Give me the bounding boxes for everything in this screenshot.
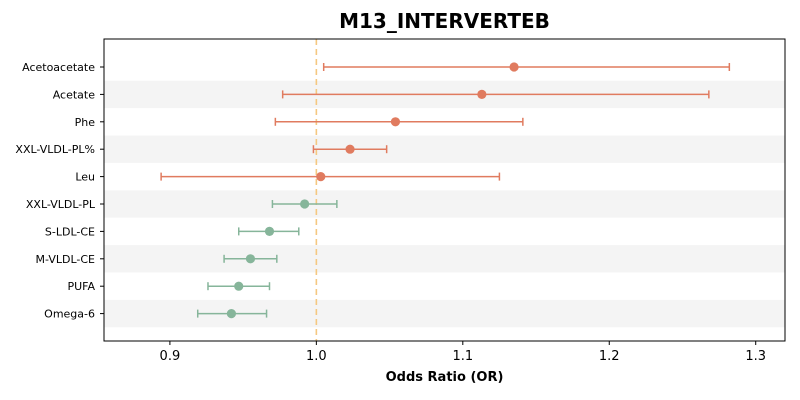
chart-title: M13_INTERVERTEB <box>339 9 550 33</box>
x-tick-label: 1.2 <box>599 349 620 364</box>
odds-ratio-point <box>345 144 355 154</box>
y-tick-label: S-LDL-CE <box>45 225 95 238</box>
y-tick-label: XXL-VLDL-PL <box>26 198 96 211</box>
y-tick-label: Omega-6 <box>44 308 95 321</box>
y-tick-label: XXL-VLDL-PL% <box>15 143 95 156</box>
x-axis-label: Odds Ratio (OR) <box>386 370 504 385</box>
plot-frame <box>103 38 786 342</box>
odds-ratio-point <box>477 89 487 99</box>
y-tick-label: Leu <box>75 171 95 184</box>
odds-ratio-point <box>390 117 401 127</box>
odds-ratio-points <box>226 62 519 319</box>
odds-ratio-point <box>226 309 237 319</box>
row-band <box>104 190 785 218</box>
y-tick-label: PUFA <box>67 280 95 293</box>
row-bands <box>104 80 785 328</box>
x-axis: 0.9 1.0 1.1 1.2 1.3 <box>160 341 766 364</box>
odds-ratio-point <box>264 226 275 236</box>
y-tick-label: M-VLDL-CE <box>36 253 96 266</box>
odds-ratio-point <box>300 199 310 209</box>
x-tick-label: 1.3 <box>745 349 766 364</box>
row-band <box>104 135 785 163</box>
x-tick-label: 1.1 <box>452 349 473 364</box>
odds-ratio-point <box>316 172 326 182</box>
x-tick-label: 0.9 <box>160 349 181 364</box>
x-tick-label: 1.0 <box>306 349 327 364</box>
row-band <box>104 245 785 273</box>
odds-ratio-point <box>234 281 244 291</box>
odds-ratio-point <box>245 254 256 264</box>
y-tick-label: Acetoacetate <box>22 61 95 74</box>
y-tick-label: Acetate <box>53 88 96 101</box>
odds-ratio-point <box>509 62 519 72</box>
y-axis: Acetoacetate Acetate Phe XXL-VLDL-PL% Leu XXL… <box>15 61 104 321</box>
y-tick-label: Phe <box>75 116 96 129</box>
